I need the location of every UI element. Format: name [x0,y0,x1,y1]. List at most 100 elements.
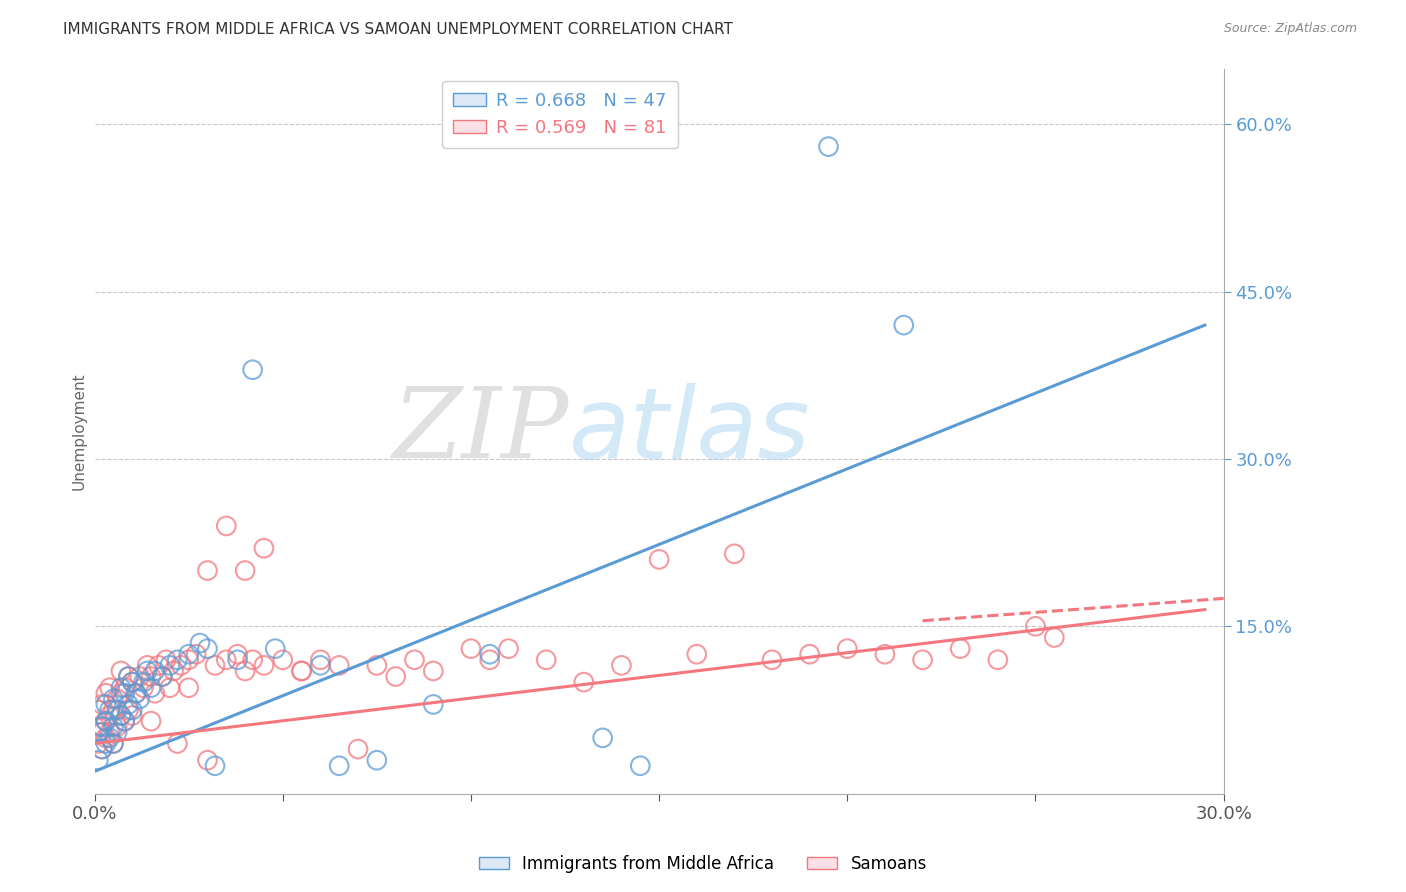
Point [114,714,136,728]
Point [105,725,128,739]
Point [1024,619,1046,633]
Point [226,647,249,661]
Point [799,647,821,661]
Point [817,139,839,153]
Point [128,669,150,683]
Point [94,714,117,728]
Point [98,708,121,723]
Point [110,708,132,723]
Point [121,675,143,690]
Point [103,703,125,717]
Point [136,664,159,678]
Point [121,675,143,690]
Point [572,675,595,690]
Point [404,653,426,667]
Point [1043,631,1066,645]
Point [460,641,482,656]
Point [197,564,219,578]
Point [105,720,128,734]
Point [873,647,896,661]
Point [215,519,238,533]
Point [233,564,256,578]
Point [197,641,219,656]
Legend: Immigrants from Middle Africa, Samoans: Immigrants from Middle Africa, Samoans [472,848,934,880]
Point [94,698,117,712]
Point [128,691,150,706]
Text: ZIP: ZIP [392,384,569,479]
Point [98,731,121,745]
Point [91,725,114,739]
Point [91,698,114,712]
Point [166,736,188,750]
Text: IMMIGRANTS FROM MIDDLE AFRICA VS SAMOAN UNEMPLOYMENT CORRELATION CHART: IMMIGRANTS FROM MIDDLE AFRICA VS SAMOAN … [63,22,733,37]
Point [159,681,181,695]
Point [125,686,148,700]
Point [103,736,125,750]
Y-axis label: Unemployment: Unemployment [72,372,86,490]
Point [422,664,444,678]
Point [686,647,709,661]
Point [148,658,170,673]
Point [125,686,148,700]
Point [132,675,155,690]
Point [177,681,200,695]
Point [91,742,114,756]
Point [761,653,783,667]
Point [105,691,128,706]
Point [328,759,350,773]
Point [105,703,128,717]
Point [103,720,125,734]
Point [114,714,136,728]
Point [110,681,132,695]
Point [242,363,264,377]
Point [987,653,1010,667]
Point [242,653,264,667]
Point [328,658,350,673]
Point [139,714,162,728]
Point [949,641,972,656]
Point [94,714,117,728]
Point [170,658,193,673]
Point [139,669,162,683]
Point [723,547,745,561]
Point [103,736,125,750]
Point [94,686,117,700]
Point [117,703,139,717]
Point [264,641,287,656]
Point [110,686,132,700]
Point [253,541,276,556]
Point [150,669,173,683]
Point [143,664,166,678]
Point [290,664,312,678]
Point [94,731,117,745]
Point [162,664,184,678]
Point [422,698,444,712]
Point [253,658,276,673]
Point [117,669,139,683]
Point [98,681,121,695]
Point [366,658,388,673]
Point [87,736,110,750]
Point [628,759,651,773]
Point [143,686,166,700]
Point [177,653,200,667]
Point [347,742,370,756]
Point [166,653,188,667]
Point [186,647,208,661]
Point [271,653,294,667]
Point [159,658,181,673]
Point [110,708,132,723]
Point [204,658,226,673]
Point [204,759,226,773]
Point [87,753,110,767]
Point [121,708,143,723]
Point [911,653,934,667]
Text: atlas: atlas [569,383,810,480]
Point [648,552,671,566]
Point [114,681,136,695]
Point [309,653,332,667]
Point [87,703,110,717]
Point [117,669,139,683]
Point [893,318,915,332]
Point [384,669,406,683]
